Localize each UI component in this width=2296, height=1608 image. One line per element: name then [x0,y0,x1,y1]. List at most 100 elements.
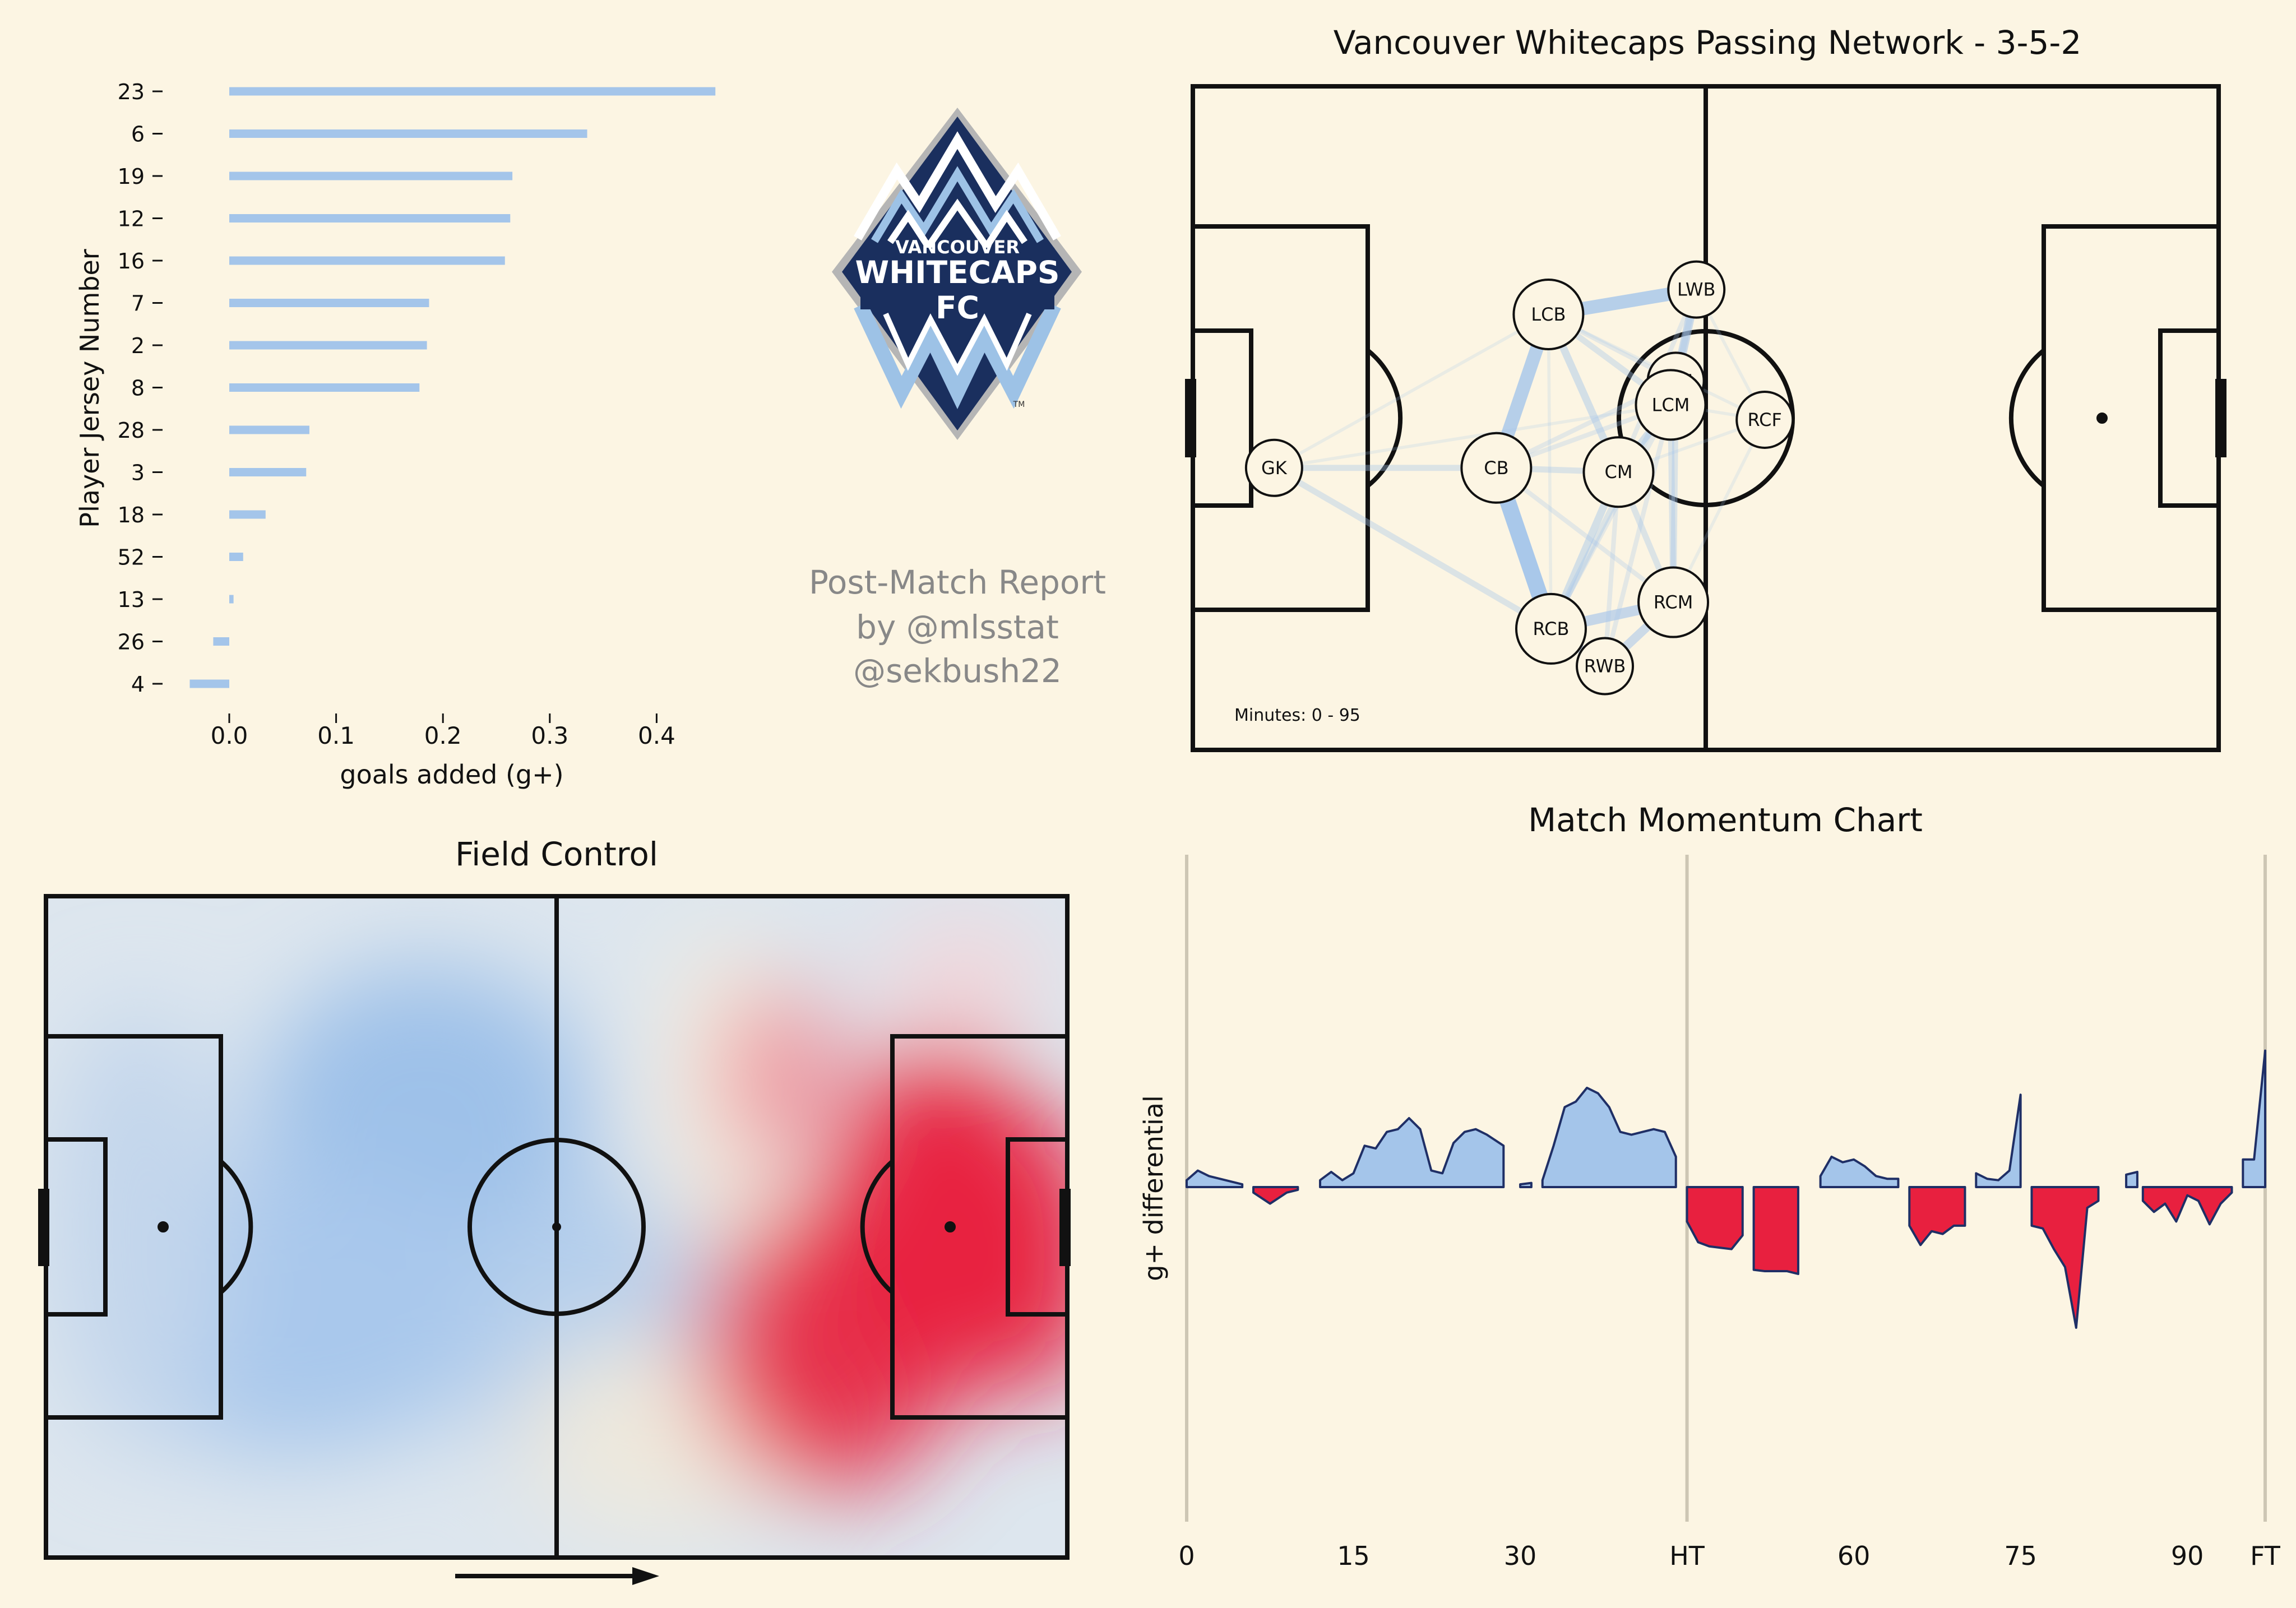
player-node-label: CB [1484,457,1508,479]
bar-7 [229,299,429,307]
arrow-head [632,1567,659,1585]
bar-12 [229,214,511,223]
momentum-area-away [1908,1186,1966,1246]
minutes-label: Minutes: 0 - 95 [1234,706,1360,725]
fc-right-penalty-arc [860,1159,894,1295]
player-node-label: RCM [1654,592,1693,613]
y-tick-label: 16 [118,249,145,274]
logo-mountains-white [854,131,1061,241]
pass-edge-GK-RCB [1271,465,1554,632]
player-node-label: LWB [1677,279,1715,300]
player-node-gk [1244,438,1303,497]
field-control: Field Control [38,835,1071,1585]
logo-waves-blue [854,302,1061,410]
momentum-area-away [2030,1186,2100,1329]
credits-title: Post-Match Report [809,563,1106,601]
logo-text-fc: FC [936,290,979,326]
momentum-x-ticks: 0 15 30 HT 60 75 90 FT [1178,1541,2280,1571]
away-blob-4 [975,1115,1067,1396]
logo-text-vancouver: VANCOUVER [895,237,1020,258]
bar-52 [229,553,243,561]
momentum-area-home [1519,1181,1533,1188]
momentum-x-tick-label: FT [2250,1541,2281,1571]
bar-6 [229,129,587,138]
bar-18 [229,510,266,519]
left-six-yard-box [1191,328,1253,508]
left-penalty-arc [1366,348,1403,488]
y-tick-label: 18 [118,503,145,527]
away-blob-2 [723,986,835,1166]
bars-layer [189,87,716,688]
bar-y-label: Player Jersey Number [75,249,105,528]
y-tick-label: 26 [118,630,145,655]
player-node-label: RWB [1584,656,1626,677]
logo-mountains-blue [871,166,1044,243]
y-tick-label: 3 [131,461,145,485]
right-six-yard-box [2158,328,2221,508]
passing-network-title: Vancouver Whitecaps Passing Network - 3-… [1334,24,2081,62]
bar-16 [229,256,505,265]
fc-right-penalty-spot [945,1221,956,1232]
y-tick-label: 23 [118,80,145,104]
bar-23 [229,87,716,96]
player-node-rcf [1735,390,1794,449]
attack-direction-arrow [455,1567,659,1585]
fc-left-penalty-arc [219,1159,253,1295]
field-control-title: Field Control [455,835,658,873]
bar-4 [189,679,229,688]
momentum-x-tick-label: 15 [1337,1541,1370,1571]
left-penalty-area [1191,224,1370,612]
momentum-area-away [1752,1186,1799,1275]
fc-center-circle [467,1138,646,1316]
momentum-x-tick-label: HT [1669,1541,1705,1571]
pass-edge-GK-LCM [1272,403,1673,470]
x-tick-label: 0.1 [317,722,355,749]
pass-edge-CB-RCM [1494,465,1676,605]
credits-author-2: @sekbush22 [853,652,1062,690]
y-tick-label: 7 [131,291,145,316]
bar-2 [229,341,427,350]
pass-edge-GK-LCB [1272,313,1550,470]
player-node-label: LCB [1531,304,1566,325]
y-tick-label: 28 [118,418,145,443]
momentum-chart: Match Momentum Chart 0 15 30 HT 60 75 90 FT g+ … [1138,801,2281,1571]
momentum-y-label: g+ differential [1138,1095,1169,1281]
momentum-area-home [1541,1086,1677,1188]
player-node-lwb [1667,260,1726,319]
player-node-label: GK [1261,457,1288,479]
momentum-area-home [1819,1155,1900,1188]
passing-network-nodes: GKCBLCBRCBLWBLCFLCMCMRCFRCMRWB [1244,260,1794,696]
passing-network-pitch [1185,84,2226,752]
pass-edge-RCB-LCM [1548,402,1673,632]
player-node-rcm [1637,566,1710,638]
player-node-label: RCF [1748,409,1782,430]
player-node-cm [1582,436,1655,508]
fc-left-goal [38,1189,49,1266]
y-tick-label: 8 [131,376,145,401]
bar-x-label: goals added (g+) [340,759,563,790]
momentum-x-tick-label: 30 [1504,1541,1537,1571]
field-control-heatmap [46,896,1067,1558]
logo-trademark: TM [1013,400,1025,409]
home-blob-3 [50,1003,230,1452]
logo-mountains-inner [887,198,1027,253]
bar-8 [229,383,420,392]
y-tick-label: 6 [131,122,145,147]
x-tick-label: 0.3 [531,722,568,749]
momentum-area-away [2141,1186,2233,1226]
momentum-x-tick-label: 90 [2171,1541,2204,1571]
player-node-rcb [1515,592,1587,665]
x-tick-label: 0.0 [211,722,248,749]
momentum-area-home [2242,1049,2266,1188]
x-tick-label: 0.2 [424,722,462,749]
logo-text-whitecaps: WHITECAPS [855,254,1059,290]
right-goal [2215,379,2226,457]
momentum-area-home [2125,1170,2138,1188]
y-tick-label: 4 [131,672,145,697]
bar-3 [229,468,307,476]
right-penalty-arc [2008,348,2045,488]
pass-edge-LCM-RWB [1602,402,1673,669]
momentum-area-away [1252,1186,1299,1205]
momentum-title: Match Momentum Chart [1528,801,1923,839]
